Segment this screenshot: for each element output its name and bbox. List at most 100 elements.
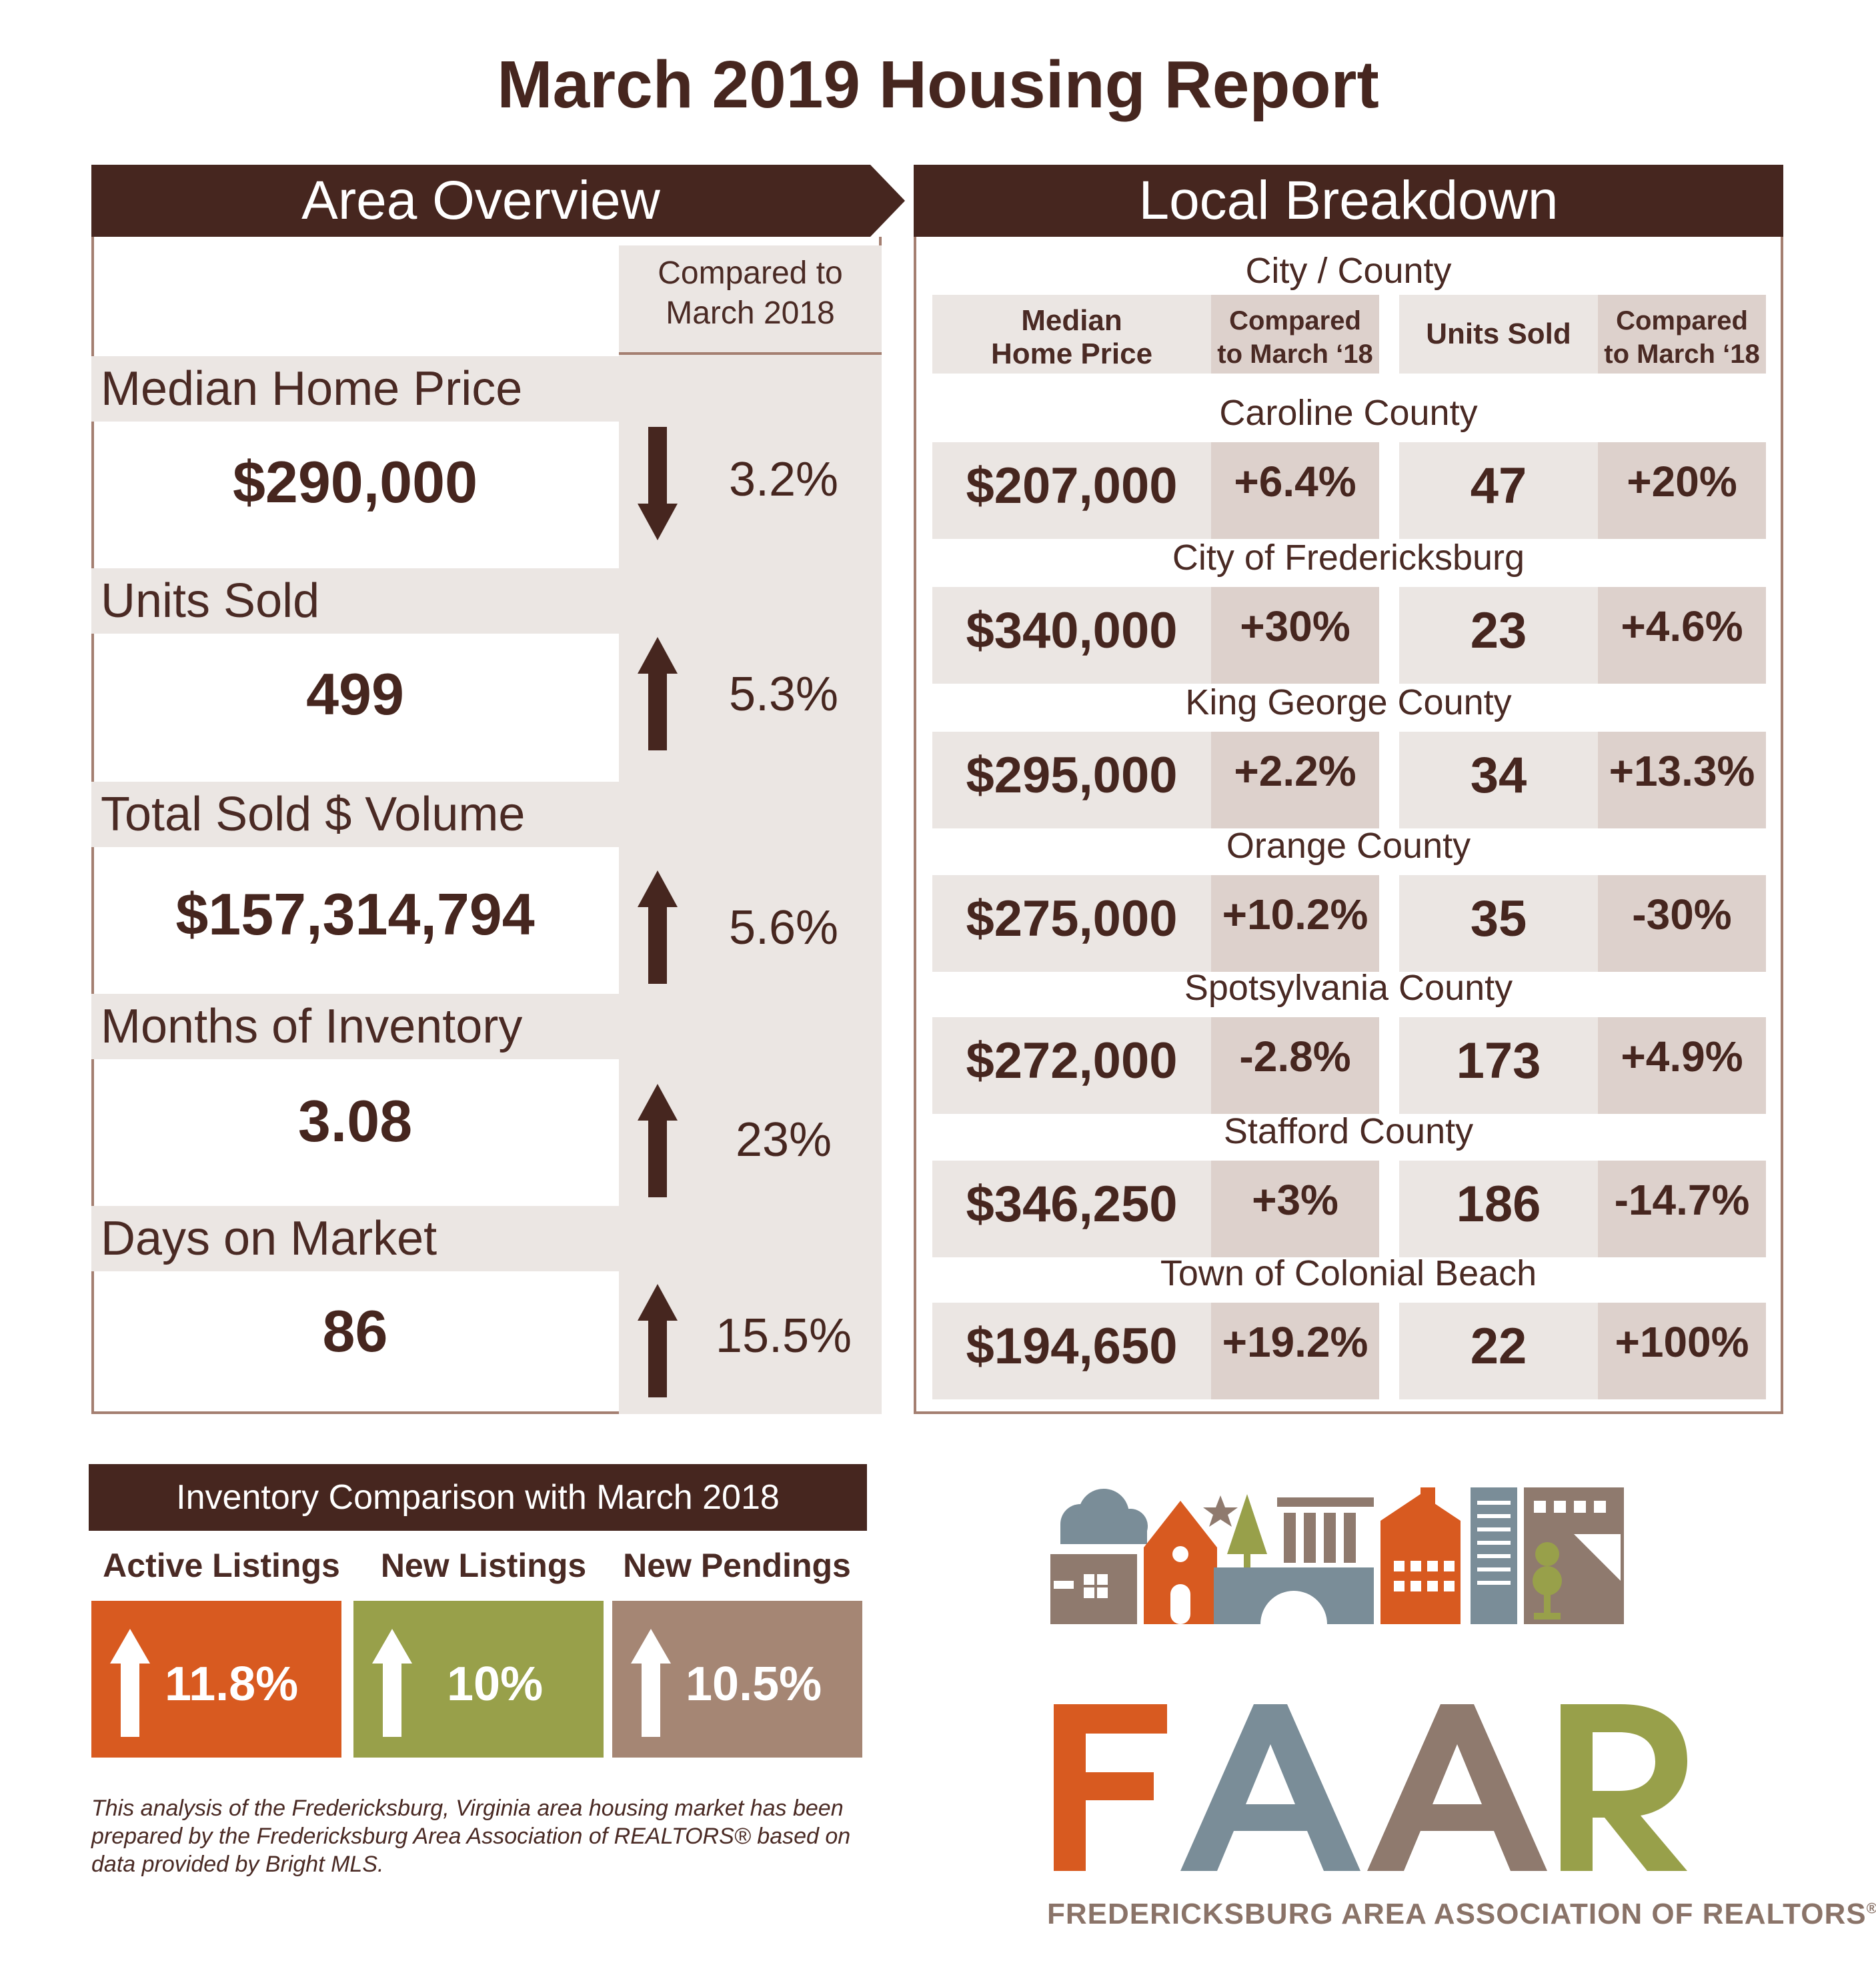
disclaimer-text: This analysis of the Fredericksburg, Vir… — [91, 1796, 851, 1877]
area-cell: +10.2% — [1211, 875, 1379, 972]
metric-label-days-on-market: Days on Market — [91, 1206, 619, 1271]
inventory-change-new-pendings: 10.5% — [686, 1658, 822, 1711]
area-price-change: +30% — [1240, 602, 1350, 650]
area-cell: +13.3% — [1598, 732, 1766, 828]
area-median-price: $346,250 — [966, 1176, 1178, 1233]
arrow-down-icon — [638, 427, 678, 540]
arrow-up-icon — [631, 1629, 671, 1737]
area-name: Orange County — [1226, 826, 1471, 866]
metric-label-units-sold: Units Sold — [91, 568, 619, 634]
area-units-change: +100% — [1615, 1318, 1749, 1366]
metric-label-months-of-inventory: Months of Inventory — [91, 994, 619, 1059]
area-price-change: +19.2% — [1222, 1318, 1368, 1366]
inventory-change-active-listings: 11.8% — [165, 1658, 299, 1711]
inventory-change-new-listings: 10% — [447, 1658, 544, 1711]
area-cell: $340,000 — [932, 587, 1211, 684]
area-median-price: $194,650 — [966, 1318, 1178, 1375]
compare-header-line1: Compared to — [658, 255, 843, 291]
area-cell: $272,000 — [932, 1017, 1211, 1114]
metric-change-median-home-price: 3.2% — [728, 453, 839, 506]
area-cell: 173 — [1399, 1017, 1598, 1114]
area-cell: $207,000 — [932, 442, 1211, 539]
local-breakdown-banner: Local Breakdown — [914, 165, 1783, 237]
area-units-sold: 34 — [1470, 747, 1527, 804]
area-cell: $346,250 — [932, 1161, 1211, 1257]
area-cell: 23 — [1399, 587, 1598, 684]
area-cell: 47 — [1399, 442, 1598, 539]
faar-wordmark — [1054, 1704, 1687, 1871]
area-cell: 186 — [1399, 1161, 1598, 1257]
arrow-up-icon — [110, 1629, 150, 1737]
area-cell: -30% — [1598, 875, 1766, 972]
metric-change-months-of-inventory: 23% — [735, 1113, 832, 1167]
col-header-compare2-line2: to March ‘18 — [1604, 340, 1760, 369]
metric-value-median-home-price: $290,000 — [232, 449, 478, 515]
area-median-price: $207,000 — [966, 458, 1178, 514]
compare-header-line2: March 2018 — [666, 295, 835, 331]
arrow-up-icon — [638, 1084, 678, 1197]
area-median-price: $272,000 — [966, 1033, 1178, 1089]
area-units-change: +13.3% — [1609, 747, 1755, 795]
metric-change-days-on-market: 15.5% — [715, 1309, 852, 1363]
area-name: City of Fredericksburg — [1172, 538, 1525, 578]
area-cell: $194,650 — [932, 1303, 1211, 1399]
metric-value-units-sold: 499 — [306, 661, 404, 727]
faar-caption-text: FREDERICKSBURG AREA ASSOCIATION OF REALT… — [1047, 1898, 1867, 1930]
area-cell: +6.4% — [1211, 442, 1379, 539]
registered-mark: ® — [1866, 1900, 1876, 1917]
area-name: King George County — [1185, 682, 1512, 722]
inventory-comparison-banner: Inventory Comparison with March 2018 — [89, 1464, 867, 1531]
arrow-up-icon — [638, 637, 678, 750]
col-header-compare2-line1: Compared — [1616, 306, 1748, 336]
arrow-up-icon — [638, 870, 678, 984]
local-breakdown-panel — [914, 237, 1783, 1414]
area-overview-banner-arrow-icon — [870, 165, 905, 237]
area-cell: +4.9% — [1598, 1017, 1766, 1114]
metric-change-units-sold: 5.3% — [728, 668, 839, 721]
area-units-sold: 186 — [1456, 1176, 1541, 1233]
col-header-median-line1: Median — [1021, 304, 1122, 337]
town-skyline-icon — [1050, 1487, 1624, 1624]
area-units-sold: 173 — [1456, 1033, 1541, 1089]
inventory-label-active-listings: Active Listings — [103, 1547, 340, 1584]
area-cell: +100% — [1598, 1303, 1766, 1399]
area-cell: +20% — [1598, 442, 1766, 539]
area-cell: +2.2% — [1211, 732, 1379, 828]
inventory-label-new-listings: New Listings — [380, 1547, 587, 1584]
metric-change-total-sold-volume: 5.6% — [728, 901, 839, 954]
area-cell: $295,000 — [932, 732, 1211, 828]
area-cell: +19.2% — [1211, 1303, 1379, 1399]
col-header-compare1-line1: Compared — [1229, 306, 1361, 336]
area-median-price: $275,000 — [966, 890, 1178, 947]
area-overview-banner: Area Overview — [91, 165, 870, 237]
faar-logo: FREDERICKSBURG AREA ASSOCIATION OF REALT… — [1047, 1481, 1876, 1941]
area-name: Caroline County — [1219, 393, 1478, 433]
area-overview-compare-column — [619, 245, 882, 1414]
area-name: Spotsylvania County — [1184, 968, 1513, 1008]
area-units-sold: 22 — [1470, 1318, 1527, 1375]
area-cell: 34 — [1399, 732, 1598, 828]
col-header-median-line2: Home Price — [990, 338, 1153, 370]
page-title: March 2019 Housing Report — [497, 47, 1379, 122]
area-median-price: $295,000 — [966, 747, 1178, 804]
area-price-change: +6.4% — [1234, 458, 1356, 506]
metric-label-total-sold-volume: Total Sold $ Volume — [91, 782, 619, 847]
area-cell: $275,000 — [932, 875, 1211, 972]
area-price-change: +10.2% — [1222, 890, 1368, 938]
area-overview-compare-header: Compared to March 2018 — [619, 253, 882, 334]
inventory-box-new-pendings: 10.5% — [612, 1601, 862, 1758]
area-units-change: +4.6% — [1621, 602, 1743, 650]
area-units-sold: 35 — [1470, 890, 1527, 947]
faar-caption: FREDERICKSBURG AREA ASSOCIATION OF REALT… — [1047, 1898, 1876, 1931]
col-header-compare1-line2: to March ‘18 — [1217, 340, 1373, 369]
metric-label-median-home-price: Median Home Price — [91, 356, 619, 422]
col-header-median-price: Median Home Price — [932, 295, 1211, 374]
arrow-up-icon — [372, 1629, 412, 1737]
metric-value-total-sold-volume: $157,314,794 — [175, 881, 535, 947]
area-units-sold: 47 — [1470, 458, 1527, 514]
inventory-box-new-listings: 10% — [353, 1601, 604, 1758]
area-cell: +30% — [1211, 587, 1379, 684]
area-cell: +4.6% — [1598, 587, 1766, 684]
area-median-price: $340,000 — [966, 602, 1178, 659]
local-breakdown-subheader: City / County — [1245, 251, 1452, 291]
